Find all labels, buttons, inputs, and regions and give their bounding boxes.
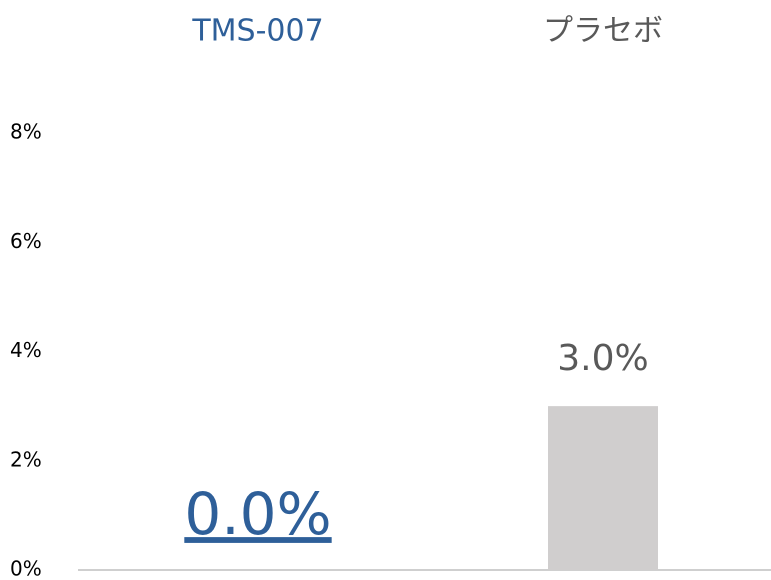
value-label: 3.0% (557, 338, 648, 379)
value-label: 0.0% (184, 480, 331, 548)
bar (548, 406, 658, 570)
y-tick-label: 0% (10, 557, 42, 580)
y-tick-label: 8% (10, 120, 42, 144)
y-tick-label: 4% (10, 338, 42, 362)
category-label: TMS-007 (191, 14, 323, 49)
y-tick-label: 2% (10, 447, 42, 471)
category-label: プラセボ (543, 14, 663, 49)
y-tick-label: 6% (10, 229, 42, 253)
